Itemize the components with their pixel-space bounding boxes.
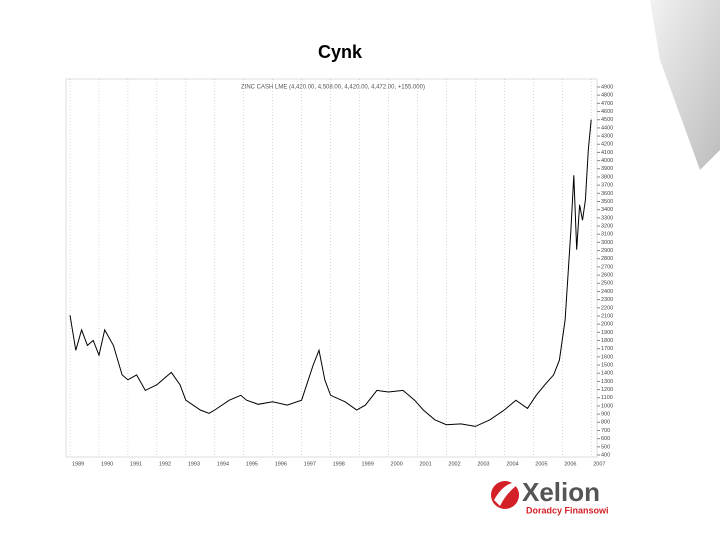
y-tick-label: 1400 xyxy=(601,371,613,377)
x-tick-label: 1995 xyxy=(246,461,258,467)
y-tick-label: 2300 xyxy=(601,297,613,303)
y-tick-label: 4200 xyxy=(601,142,613,148)
y-tick-label: 3700 xyxy=(601,183,613,189)
x-tick-label: 2003 xyxy=(477,461,489,467)
x-tick-label: 1993 xyxy=(188,461,200,467)
y-tick-label: 900 xyxy=(601,412,610,418)
x-tick-label: 2007 xyxy=(593,461,605,467)
x-tick-label: 2001 xyxy=(419,461,431,467)
y-tick-label: 1100 xyxy=(601,395,613,401)
x-tick-label: 1998 xyxy=(333,461,345,467)
y-tick-label: 3900 xyxy=(601,166,613,172)
y-tick-label: 2800 xyxy=(601,256,613,262)
y-tick-label: 1500 xyxy=(601,362,613,368)
x-tick-label: 1996 xyxy=(275,461,287,467)
y-tick-label: 4400 xyxy=(601,125,613,131)
y-tick-label: 1700 xyxy=(601,346,613,352)
y-tick-label: 2100 xyxy=(601,313,613,319)
y-tick-label: 2700 xyxy=(601,264,613,270)
y-tick-label: 700 xyxy=(601,428,610,434)
y-tick-label: 2000 xyxy=(601,322,613,328)
x-tick-label: 1992 xyxy=(159,461,171,467)
y-tick-label: 3000 xyxy=(601,240,613,246)
y-tick-label: 4900 xyxy=(601,84,613,90)
y-tick-label: 1000 xyxy=(601,403,613,409)
y-tick-label: 2500 xyxy=(601,281,613,287)
y-tick-label: 2400 xyxy=(601,289,613,295)
y-tick-label: 4500 xyxy=(601,117,613,123)
y-tick-label: 800 xyxy=(601,420,610,426)
logo-tagline: Doradcy Finansowi xyxy=(526,505,609,515)
y-tick-label: 600 xyxy=(601,436,610,442)
plot: 400 500 600 700 800 900 1000 1100 1200 1300 1400 15… xyxy=(65,78,613,467)
logo-swoosh xyxy=(494,481,522,506)
logo-name: Xelion xyxy=(522,477,600,507)
y-tick-label: 3200 xyxy=(601,223,613,229)
y-tick-label: 4300 xyxy=(601,134,613,140)
y-tick-label: 4800 xyxy=(601,93,613,99)
x-tick-label: 1990 xyxy=(101,461,113,467)
x-tick-label: 2002 xyxy=(448,461,460,467)
price-line xyxy=(69,119,592,427)
x-tick-label: 1989 xyxy=(72,461,84,467)
y-tick-label: 3800 xyxy=(601,174,613,180)
y-tick-label: 3400 xyxy=(601,207,613,213)
y-tick-label: 4100 xyxy=(601,150,613,156)
x-tick-label: 1991 xyxy=(130,461,142,467)
x-tick-label: 1999 xyxy=(362,461,374,467)
y-tick-label: 4600 xyxy=(601,109,613,115)
y-tick-label: 4000 xyxy=(601,158,613,164)
x-tick-label: 2006 xyxy=(564,461,576,467)
y-tick-label: 1900 xyxy=(601,330,613,336)
y-tick-label: 3500 xyxy=(601,199,613,205)
y-tick-label: 3100 xyxy=(601,232,613,238)
y-tick-label: 500 xyxy=(601,444,610,450)
y-tick-label: 2200 xyxy=(601,305,613,311)
x-tick-label: 2005 xyxy=(535,461,547,467)
plot-frame xyxy=(65,78,598,458)
x-tick-label: 1997 xyxy=(304,461,316,467)
y-tick-label: 2900 xyxy=(601,248,613,254)
y-tick-label: 1200 xyxy=(601,387,613,393)
y-tick-label: 3300 xyxy=(601,215,613,221)
chart-subtitle: ZINC CASH LME (4,420.00, 4,508.00, 4,420… xyxy=(241,85,425,91)
y-tick-label: 1600 xyxy=(601,354,613,360)
y-tick-label: 1300 xyxy=(601,379,613,385)
y-tick-label: 1800 xyxy=(601,338,613,344)
y-tick-label: 2600 xyxy=(601,273,613,279)
corner-decoration xyxy=(650,0,720,170)
chart-title: Cynk xyxy=(318,42,363,62)
x-tick-label: 1994 xyxy=(217,461,229,467)
y-tick-label: 4700 xyxy=(601,101,613,107)
y-tick-label: 400 xyxy=(601,452,610,458)
y-tick-label: 3600 xyxy=(601,191,613,197)
x-tick-label: 2000 xyxy=(391,461,403,467)
logo: Xelion Doradcy Finansowi xyxy=(491,477,609,515)
x-tick-label: 2004 xyxy=(506,461,518,467)
